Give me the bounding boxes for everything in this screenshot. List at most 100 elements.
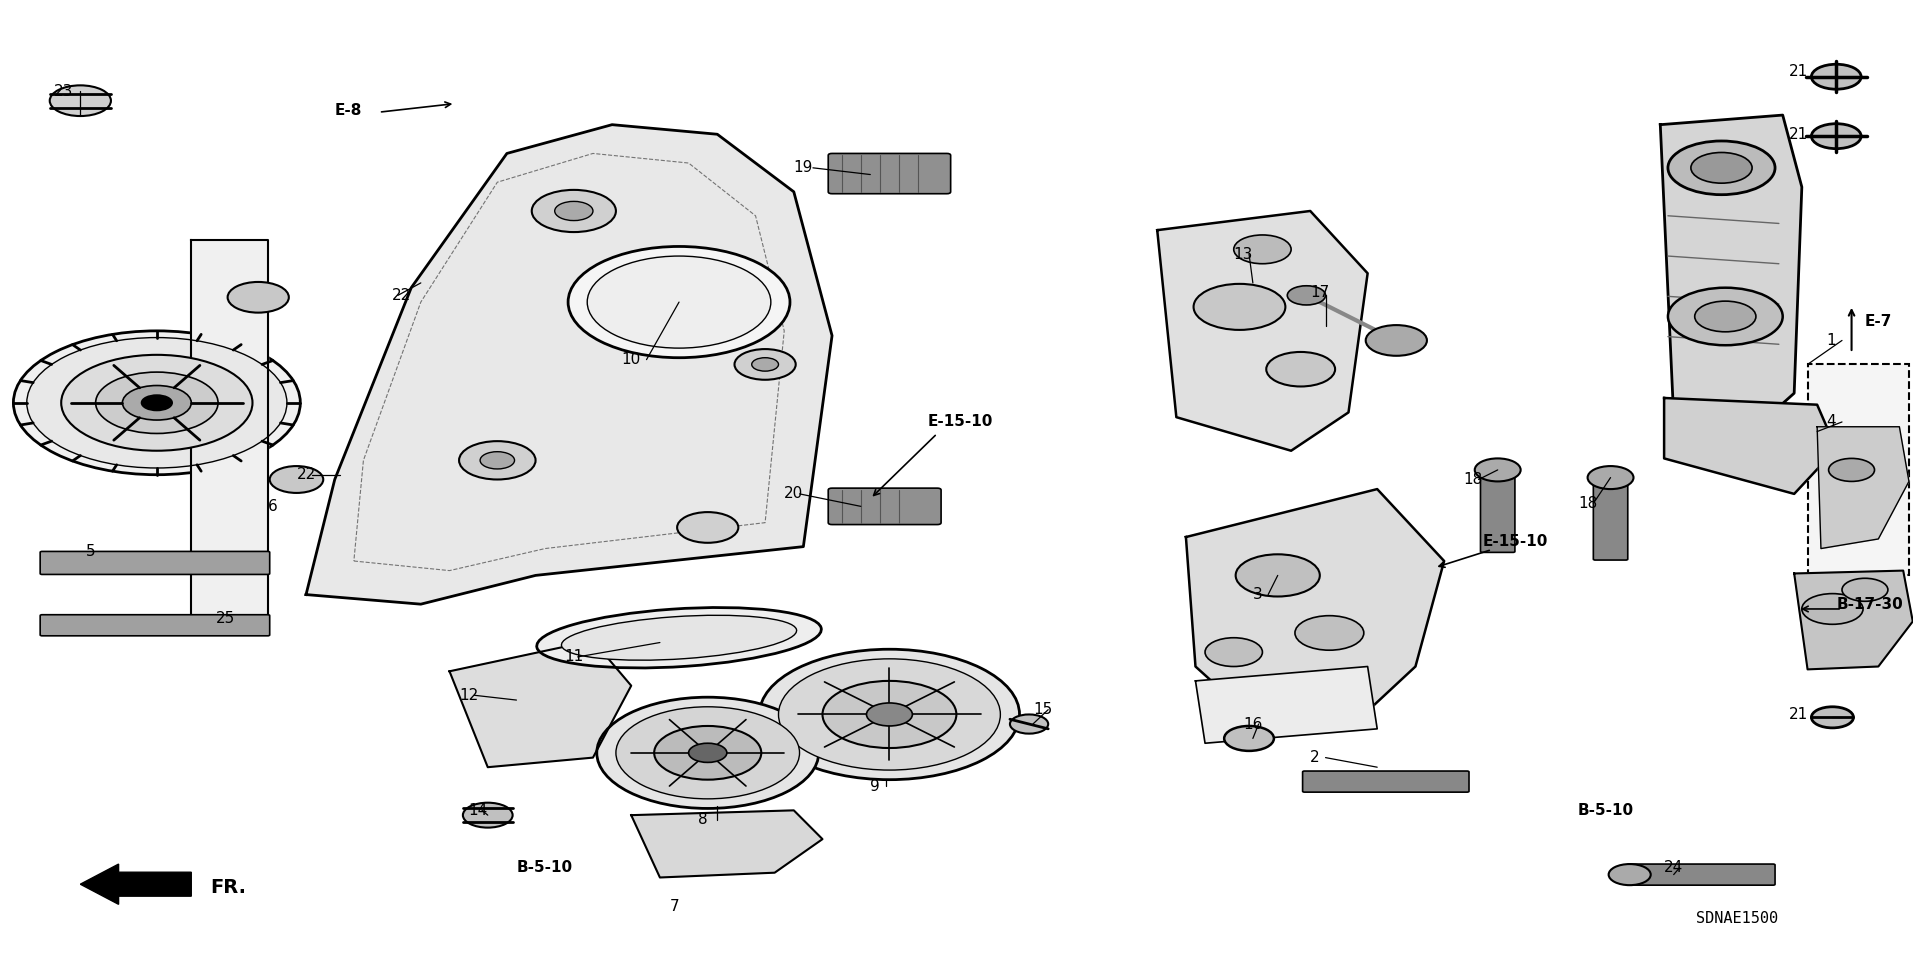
Text: 1: 1 xyxy=(1826,333,1836,348)
Circle shape xyxy=(753,358,778,371)
Text: 6: 6 xyxy=(267,499,278,514)
Circle shape xyxy=(1811,707,1853,728)
Circle shape xyxy=(1286,286,1325,305)
Text: 11: 11 xyxy=(564,649,584,665)
Text: B-17-30: B-17-30 xyxy=(1836,596,1903,612)
Circle shape xyxy=(597,697,818,808)
Polygon shape xyxy=(1158,211,1367,451)
Circle shape xyxy=(532,190,616,232)
Text: B-5-10: B-5-10 xyxy=(1578,803,1634,818)
Circle shape xyxy=(1010,714,1048,734)
Circle shape xyxy=(735,349,795,380)
Text: 21: 21 xyxy=(1788,707,1809,722)
Text: 10: 10 xyxy=(622,352,641,367)
Text: 12: 12 xyxy=(459,688,478,703)
Circle shape xyxy=(1588,466,1634,489)
FancyBboxPatch shape xyxy=(40,551,269,574)
Circle shape xyxy=(778,659,1000,770)
Circle shape xyxy=(866,703,912,726)
FancyBboxPatch shape xyxy=(828,488,941,525)
Text: 25: 25 xyxy=(217,611,236,626)
Text: 22: 22 xyxy=(392,288,411,303)
Polygon shape xyxy=(1793,571,1912,669)
Ellipse shape xyxy=(538,608,822,667)
Polygon shape xyxy=(632,810,822,877)
Circle shape xyxy=(689,743,728,762)
Circle shape xyxy=(1206,638,1263,667)
Polygon shape xyxy=(305,125,831,604)
Circle shape xyxy=(1801,594,1862,624)
Circle shape xyxy=(1811,124,1860,149)
Polygon shape xyxy=(449,641,632,767)
Circle shape xyxy=(616,707,799,799)
Circle shape xyxy=(1828,458,1874,481)
Circle shape xyxy=(480,452,515,469)
Circle shape xyxy=(123,386,192,420)
Text: 18: 18 xyxy=(1463,472,1482,487)
Circle shape xyxy=(1668,288,1782,345)
Text: B-5-10: B-5-10 xyxy=(516,860,572,876)
Text: E-15-10: E-15-10 xyxy=(927,414,993,430)
Circle shape xyxy=(760,649,1020,780)
Circle shape xyxy=(459,441,536,480)
Circle shape xyxy=(588,256,770,348)
Circle shape xyxy=(96,372,219,433)
FancyArrow shape xyxy=(81,864,192,904)
FancyBboxPatch shape xyxy=(1594,477,1628,560)
Circle shape xyxy=(13,331,300,475)
Bar xyxy=(1807,364,1908,575)
Circle shape xyxy=(50,85,111,116)
Circle shape xyxy=(1267,352,1334,386)
Text: FR.: FR. xyxy=(211,877,246,897)
Text: 7: 7 xyxy=(670,899,680,914)
Polygon shape xyxy=(1661,115,1801,441)
Circle shape xyxy=(142,395,173,410)
Circle shape xyxy=(1194,284,1284,330)
Text: 9: 9 xyxy=(870,779,879,794)
Text: SDNAE1500: SDNAE1500 xyxy=(1695,911,1778,926)
Ellipse shape xyxy=(561,616,797,660)
Circle shape xyxy=(1695,301,1757,332)
Circle shape xyxy=(1475,458,1521,481)
Circle shape xyxy=(678,512,739,543)
Text: 14: 14 xyxy=(468,803,488,818)
Circle shape xyxy=(228,282,288,313)
Circle shape xyxy=(1365,325,1427,356)
Text: 13: 13 xyxy=(1235,246,1254,262)
Text: 4: 4 xyxy=(1826,414,1836,430)
Text: E-8: E-8 xyxy=(334,103,363,118)
Polygon shape xyxy=(1196,667,1377,743)
Polygon shape xyxy=(1187,489,1444,729)
Circle shape xyxy=(1225,726,1273,751)
Text: 19: 19 xyxy=(793,160,814,175)
Text: 17: 17 xyxy=(1309,285,1329,300)
Circle shape xyxy=(1692,152,1753,183)
Circle shape xyxy=(1668,141,1776,195)
Text: 3: 3 xyxy=(1254,587,1263,602)
Circle shape xyxy=(269,466,323,493)
Circle shape xyxy=(1294,616,1363,650)
Circle shape xyxy=(1811,64,1860,89)
Text: 23: 23 xyxy=(54,83,73,99)
Circle shape xyxy=(61,355,253,451)
FancyBboxPatch shape xyxy=(40,615,269,636)
Text: 16: 16 xyxy=(1244,716,1263,732)
Circle shape xyxy=(1609,864,1651,885)
Text: E-7: E-7 xyxy=(1864,314,1893,329)
Text: 20: 20 xyxy=(783,486,803,502)
Text: 21: 21 xyxy=(1788,127,1809,142)
Circle shape xyxy=(822,681,956,748)
Text: 2: 2 xyxy=(1309,750,1319,765)
Circle shape xyxy=(463,803,513,828)
Polygon shape xyxy=(1665,398,1836,494)
Circle shape xyxy=(1236,554,1319,596)
Circle shape xyxy=(568,246,789,358)
Text: 22: 22 xyxy=(296,467,315,482)
Text: 8: 8 xyxy=(699,812,708,828)
Text: 15: 15 xyxy=(1033,702,1052,717)
Circle shape xyxy=(655,726,762,780)
FancyBboxPatch shape xyxy=(828,153,950,194)
Circle shape xyxy=(555,201,593,221)
Polygon shape xyxy=(192,240,267,623)
Text: 18: 18 xyxy=(1578,496,1597,511)
